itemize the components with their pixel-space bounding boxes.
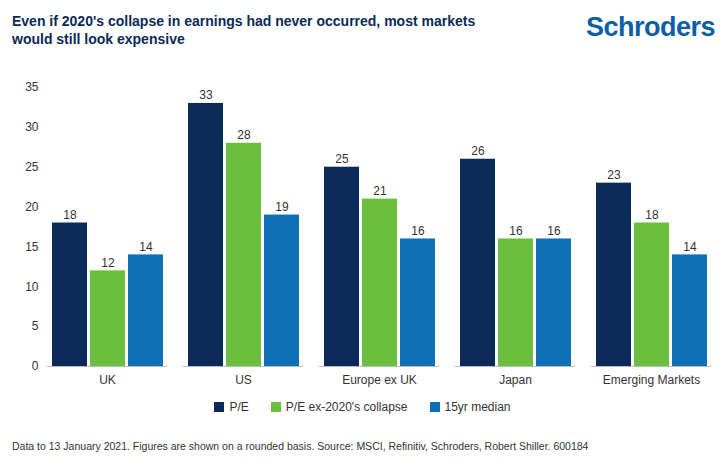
svg-text:35: 35 [25,80,39,94]
svg-text:0: 0 [32,359,39,373]
svg-text:26: 26 [471,144,485,158]
svg-text:Europe ex UK: Europe ex UK [342,373,417,387]
svg-text:28: 28 [237,128,251,142]
svg-text:33: 33 [199,88,213,102]
svg-text:15: 15 [25,240,39,254]
svg-text:Japan: Japan [499,373,532,387]
svg-text:Emerging Markets: Emerging Markets [603,373,700,387]
html-text:Data to 13 January 2021. Figur: Data to 13 January 2021. Figures are sho… [12,440,589,452]
svg-text:12: 12 [101,256,115,270]
html-text:Schroders: Schroders [585,12,715,42]
svg-text:20: 20 [25,200,39,214]
svg-text:23: 23 [607,168,621,182]
svg-text:UK: UK [99,373,116,387]
html-text:15yr median: 15yr median [444,400,511,414]
svg-text:18: 18 [645,208,659,222]
svg-text:19: 19 [275,200,289,214]
html-text:P/E ex-2020's collapse: P/E ex-2020's collapse [285,400,408,414]
svg-text:5: 5 [32,319,39,333]
svg-text:16: 16 [411,224,425,238]
svg-text:16: 16 [509,224,523,238]
svg-text:30: 30 [25,120,39,134]
svg-text:US: US [235,373,252,387]
html-text:P/E: P/E [229,400,249,414]
html-text:Even if 2020's collapse in ear: Even if 2020's collapse in earnings had … [12,13,476,47]
svg-text:25: 25 [25,160,39,174]
svg-text:21: 21 [373,184,387,198]
svg-text:18: 18 [63,208,77,222]
svg-text:16: 16 [547,224,561,238]
svg-text:14: 14 [139,240,153,254]
svg-text:10: 10 [25,280,39,294]
svg-text:14: 14 [683,240,697,254]
svg-text:25: 25 [335,152,349,166]
